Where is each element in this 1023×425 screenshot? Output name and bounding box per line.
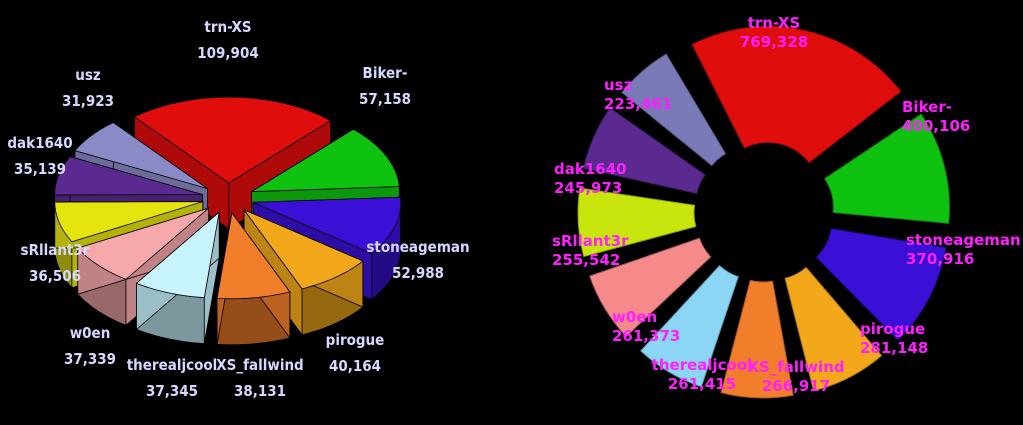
label-trn-xs: trn-XS [204,18,251,36]
value-label-w0en: 261,373 [612,327,680,345]
label-usz: usz [75,66,101,84]
label-therealjcool: therealjcool [127,356,218,374]
label-srllant3r: sRllant3r [21,241,90,259]
slice-srllant3r [577,187,697,258]
slice-dak1640 [582,107,706,195]
slice-biker [823,113,950,224]
value-label-therealjcool: 261,415 [668,375,736,393]
pie-chart-right: trn-XS 769,328 Biker- 400,106 stoneageman 370… [512,0,1023,425]
label-stoneageman: stoneageman [906,231,1021,249]
slice-w0en [589,237,712,338]
value-label-usz: 31,923 [62,92,114,110]
label-w0en: w0en [612,308,657,326]
label-biker: Biker- [902,98,952,116]
label-therealjcool: therealjcool [652,356,753,374]
label-dak1640: dak1640 [554,160,627,178]
label-srllant3r: sRllant3r [552,232,629,250]
value-label-stoneageman: 370,916 [906,250,974,268]
label-usz: usz [604,76,633,94]
label-trn-xs: trn-XS [748,14,801,32]
label-biker: Biker- [363,64,408,82]
value-label-xs-fallwind: 38,131 [234,382,286,400]
label-dak1640: dak1640 [7,134,72,152]
slice-therealjcool [135,211,220,345]
label-stoneageman: stoneageman [366,238,469,256]
value-label-w0en: 37,339 [64,350,116,368]
value-label-dak1640: 35,139 [14,160,66,178]
value-label-pirogue: 281,148 [860,339,928,357]
value-label-biker: 400,106 [902,117,970,135]
value-label-usz: 223,461 [604,95,672,113]
slice-xs-fallwind [216,211,291,346]
label-pirogue: pirogue [326,331,385,349]
pie-chart-left: trn-XS 109,904 Biker- 57,158 stoneageman 52,9… [0,0,511,425]
label-xs-fallwind: XS_fallwind [747,358,844,376]
slice-usz [621,53,727,167]
label-xs-fallwind: XS_fallwind [216,356,303,374]
label-w0en: w0en [70,324,111,342]
slice-therealjcool [640,264,739,388]
value-label-trn-xs: 769,328 [740,33,808,51]
value-label-srllant3r: 36,506 [29,267,81,285]
value-label-trn-xs: 109,904 [197,44,258,62]
value-label-biker: 57,158 [359,90,411,108]
pie-chart-left-svg: trn-XS 109,904 Biker- 57,158 stoneageman 52,9… [7,18,469,400]
value-label-pirogue: 40,164 [329,357,381,375]
slice-trn-xs [691,26,902,164]
value-label-srllant3r: 255,542 [552,251,620,269]
slice-stoneageman [815,228,947,341]
slice-pirogue [784,266,883,392]
label-pirogue: pirogue [860,320,925,338]
slice-xs-fallwind [720,279,794,399]
value-label-xs-fallwind: 266,917 [762,377,830,395]
value-label-dak1640: 245,973 [554,179,622,197]
value-label-stoneageman: 52,988 [392,264,444,282]
value-label-therealjcool: 37,345 [146,382,198,400]
